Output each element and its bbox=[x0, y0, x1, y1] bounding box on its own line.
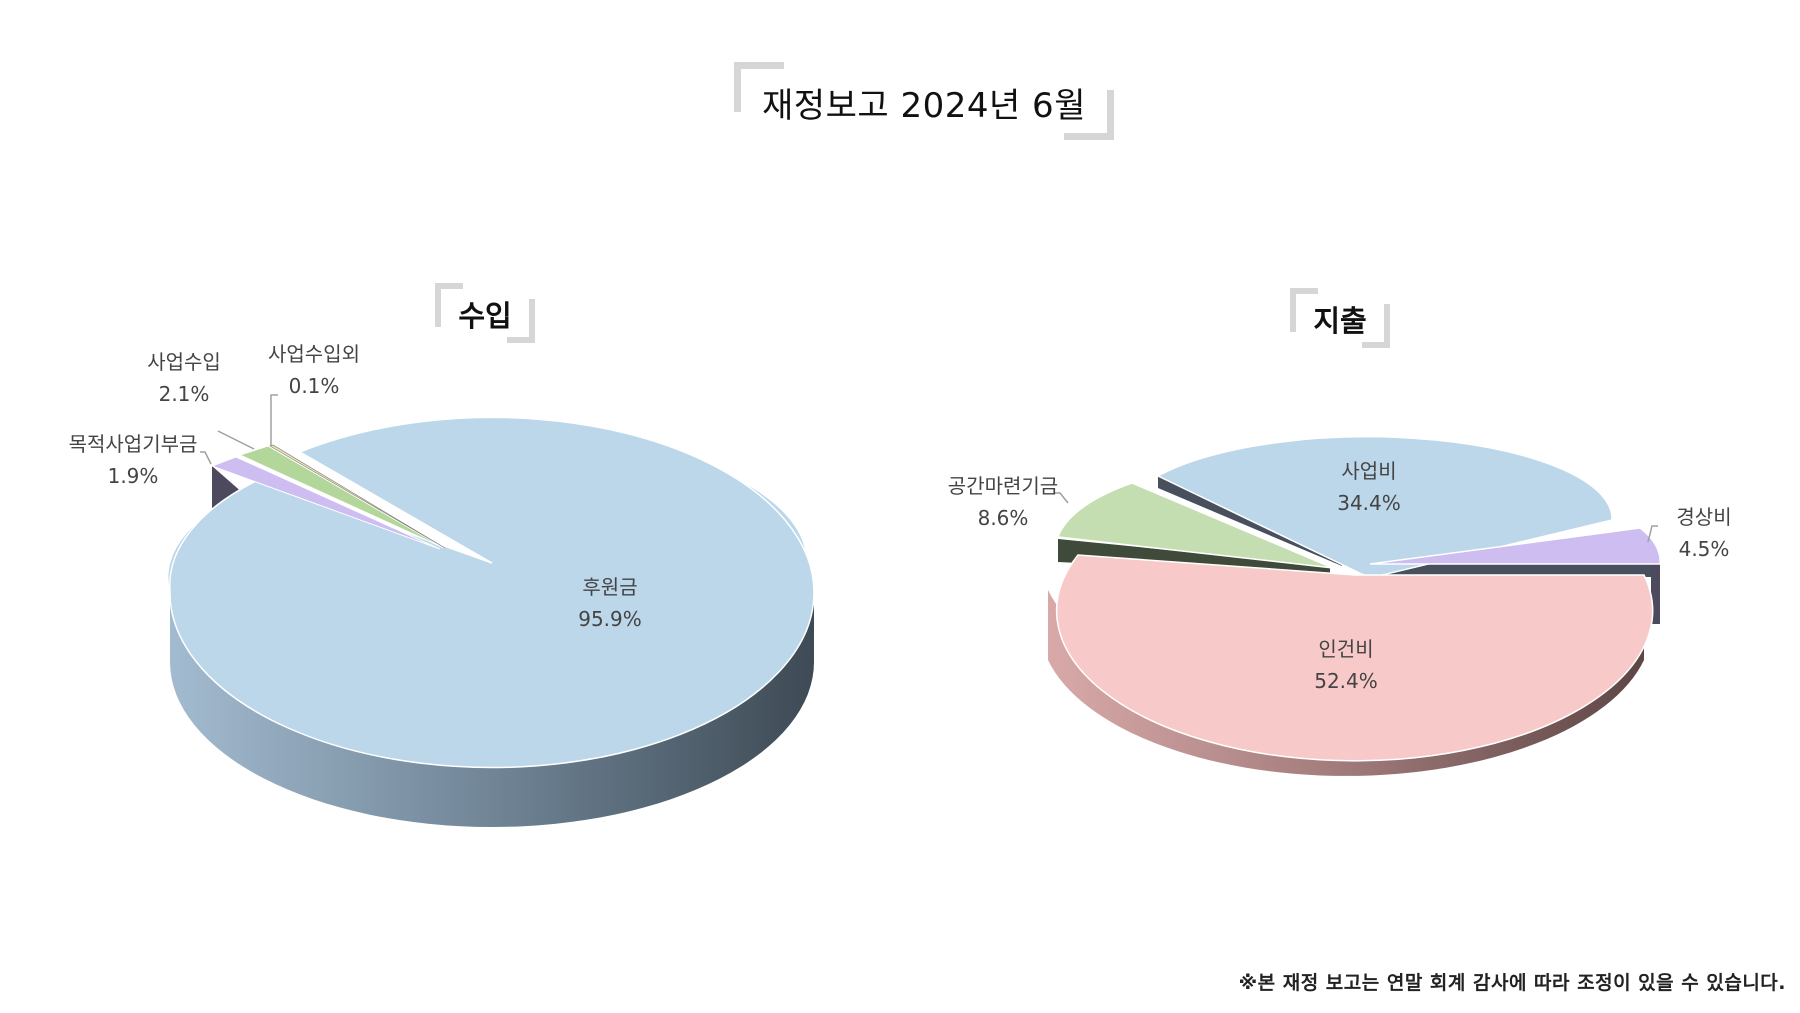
expense-bracket-right bbox=[1384, 304, 1390, 348]
label-other-income: 사업수입외 bbox=[268, 342, 360, 366]
expense-bracket-top-left bbox=[1290, 288, 1318, 294]
value-donation: 95.9% bbox=[578, 607, 642, 631]
slice-business-income bbox=[238, 445, 445, 549]
title-bracket-bottom-right bbox=[1064, 133, 1114, 140]
value-business-income: 2.1% bbox=[159, 382, 210, 406]
leader-purpose-donation bbox=[200, 451, 212, 465]
income-title-box: 수입 bbox=[435, 283, 535, 343]
leader-space bbox=[1055, 492, 1069, 504]
value-personnel: 52.4% bbox=[1314, 669, 1378, 693]
leader-business-income bbox=[217, 430, 255, 450]
label-business: 사업비 bbox=[1341, 459, 1396, 483]
slice-operating bbox=[1369, 527, 1661, 565]
value-other-income: 0.1% bbox=[289, 374, 340, 398]
expense-bracket-bottom-right bbox=[1362, 342, 1390, 348]
slice-space bbox=[1056, 482, 1334, 569]
income-bracket-top-left bbox=[435, 283, 463, 289]
value-business: 34.4% bbox=[1337, 491, 1401, 515]
label-donation: 후원금 bbox=[582, 575, 637, 599]
value-operating: 4.5% bbox=[1679, 537, 1730, 561]
report-title-box: 재정보고 2024년 6월 bbox=[734, 62, 1114, 140]
slice-purpose-donation bbox=[210, 456, 441, 550]
label-business-income: 사업수입 bbox=[147, 350, 221, 374]
value-space: 8.6% bbox=[978, 506, 1029, 530]
income-bracket-left bbox=[435, 283, 441, 327]
report-title: 재정보고 2024년 6월 bbox=[762, 86, 1086, 126]
slice-side-space bbox=[1058, 539, 1330, 575]
slice-side-business-right bbox=[1370, 564, 1660, 577]
leader-other-income bbox=[270, 394, 278, 446]
expense-title-box: 지출 bbox=[1290, 288, 1390, 348]
slice-donation-top bbox=[169, 416, 815, 769]
label-operating: 경상비 bbox=[1676, 505, 1731, 529]
title-bracket-left bbox=[734, 62, 741, 112]
income-bracket-right bbox=[529, 299, 535, 343]
income-pie: 후원금 95.9% 목적사업기부금 1.9% 사업수입 2.1% 사업수입외 0… bbox=[69, 342, 815, 827]
expense-bracket-left bbox=[1290, 288, 1296, 332]
expense-pie: 사업비 34.4% 공간마련기금 8.6% 경상비 4.5% 인건비 52.4% bbox=[948, 436, 1732, 776]
income-chart-title: 수입 bbox=[458, 299, 512, 333]
title-bracket-top-left bbox=[734, 62, 784, 69]
title-bracket-right bbox=[1107, 90, 1114, 140]
expense-chart-title: 지출 bbox=[1313, 304, 1367, 338]
label-personnel: 인건비 bbox=[1318, 637, 1373, 661]
slice-side-donation bbox=[170, 590, 814, 827]
slice-business bbox=[1156, 436, 1613, 579]
footnote: ※본 재정 보고는 연말 회계 감사에 따라 조정이 있을 수 있습니다. bbox=[1238, 972, 1786, 994]
label-space: 공간마련기금 bbox=[948, 474, 1058, 498]
income-bracket-bottom-right bbox=[507, 337, 535, 343]
slice-personnel bbox=[1055, 554, 1654, 762]
leader-operating bbox=[1647, 525, 1658, 543]
value-purpose-donation: 1.9% bbox=[108, 464, 159, 488]
label-purpose-donation: 목적사업기부금 bbox=[69, 432, 198, 456]
